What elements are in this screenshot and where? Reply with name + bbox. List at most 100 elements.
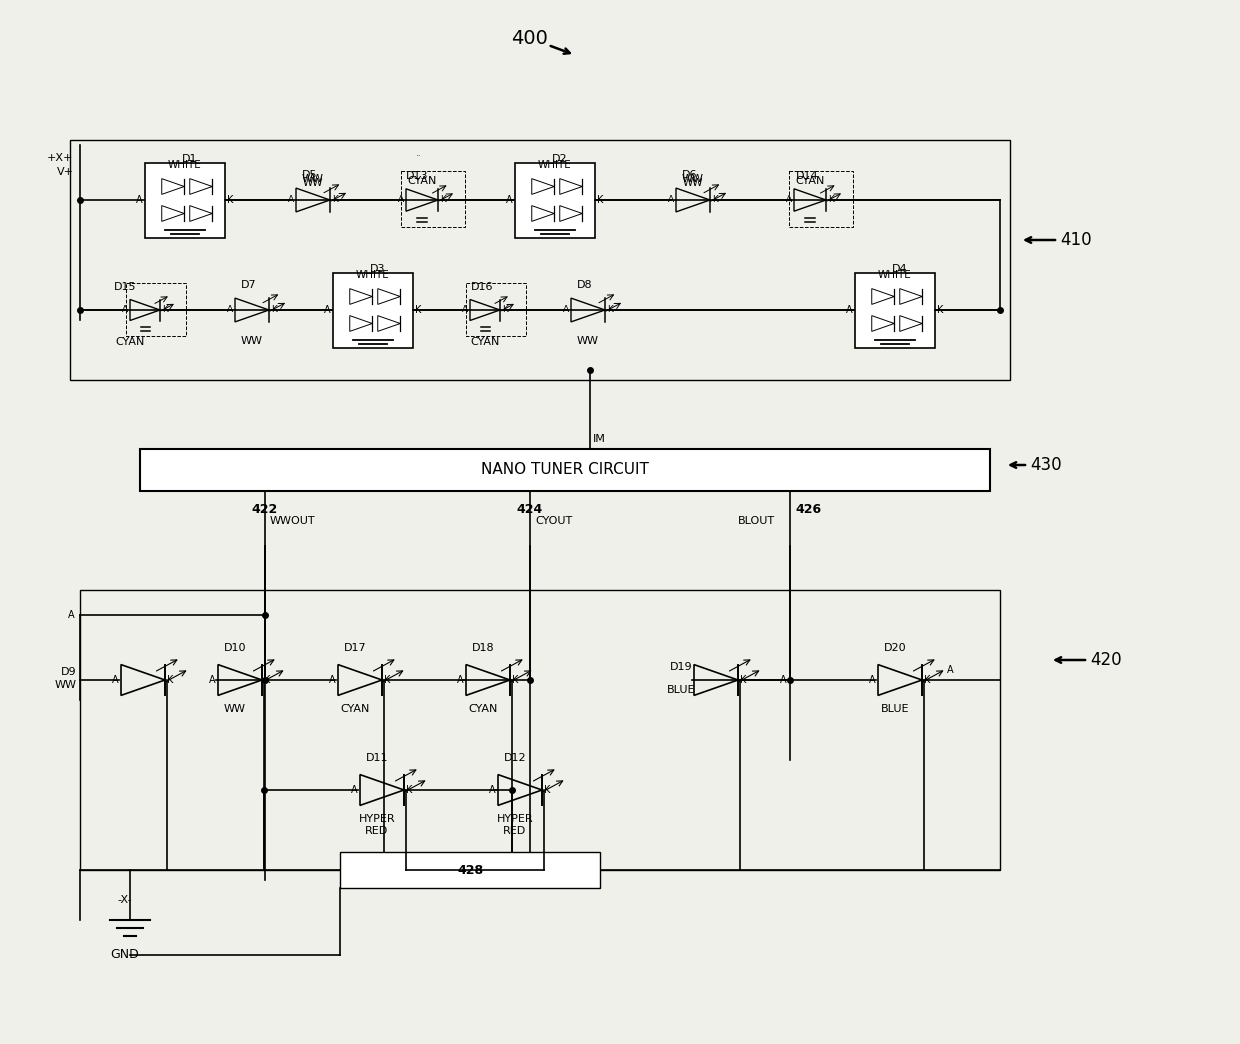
Bar bbox=[140, 449, 990, 491]
Text: CYOUT: CYOUT bbox=[534, 516, 572, 526]
Text: A: A bbox=[122, 306, 128, 314]
Text: D2: D2 bbox=[552, 153, 568, 164]
Text: D12: D12 bbox=[503, 753, 526, 763]
Text: WW: WW bbox=[224, 704, 246, 714]
Text: 410: 410 bbox=[1060, 231, 1091, 250]
Text: D13: D13 bbox=[405, 171, 428, 181]
Text: 422: 422 bbox=[252, 503, 278, 516]
Text: K: K bbox=[937, 305, 944, 315]
Text: CYAN: CYAN bbox=[115, 337, 145, 347]
Text: 400: 400 bbox=[512, 28, 548, 47]
Text: A: A bbox=[136, 195, 143, 205]
Text: D15: D15 bbox=[114, 282, 136, 292]
Text: A: A bbox=[68, 610, 74, 620]
Text: A: A bbox=[113, 675, 119, 685]
Bar bbox=[334, 272, 413, 348]
Text: CYAN: CYAN bbox=[340, 704, 370, 714]
Text: A: A bbox=[288, 195, 294, 205]
Text: A: A bbox=[847, 305, 853, 315]
Text: HYPER: HYPER bbox=[497, 814, 533, 824]
Text: K: K bbox=[227, 195, 233, 205]
Text: BLUE: BLUE bbox=[880, 704, 909, 714]
Text: 430: 430 bbox=[1030, 456, 1061, 474]
Text: K: K bbox=[502, 306, 508, 314]
Bar bbox=[145, 163, 224, 237]
Text: CYAN: CYAN bbox=[407, 176, 436, 186]
Text: WW: WW bbox=[303, 174, 324, 185]
Text: D5: D5 bbox=[303, 170, 317, 180]
Text: K: K bbox=[924, 675, 930, 685]
Text: A: A bbox=[458, 675, 464, 685]
Text: A: A bbox=[869, 675, 875, 685]
Text: K: K bbox=[332, 195, 337, 205]
Text: D9: D9 bbox=[61, 667, 77, 677]
Text: CYAN: CYAN bbox=[469, 704, 497, 714]
Text: D10: D10 bbox=[223, 643, 247, 652]
Text: 424: 424 bbox=[517, 503, 543, 516]
Bar bbox=[789, 171, 853, 228]
Text: D11: D11 bbox=[366, 753, 388, 763]
Bar bbox=[125, 283, 186, 335]
Text: IM: IM bbox=[593, 434, 606, 444]
Text: A: A bbox=[506, 195, 513, 205]
Text: RED: RED bbox=[503, 826, 527, 836]
Text: A: A bbox=[325, 305, 331, 315]
Text: K: K bbox=[440, 195, 446, 205]
Text: D4: D4 bbox=[893, 263, 908, 274]
Text: A: A bbox=[227, 306, 233, 314]
Text: K: K bbox=[712, 195, 718, 205]
Bar bbox=[402, 171, 465, 228]
Text: D16: D16 bbox=[471, 282, 494, 292]
Text: A: A bbox=[563, 306, 569, 314]
Text: WHITE: WHITE bbox=[878, 269, 911, 280]
Text: K: K bbox=[596, 195, 604, 205]
Bar bbox=[81, 590, 999, 870]
Text: K: K bbox=[272, 306, 277, 314]
Text: BLUE: BLUE bbox=[667, 685, 696, 695]
Text: D20: D20 bbox=[884, 643, 906, 652]
Bar bbox=[465, 283, 526, 335]
Text: WWOUT: WWOUT bbox=[270, 516, 316, 526]
Text: A: A bbox=[780, 675, 787, 685]
Text: WW: WW bbox=[682, 174, 704, 185]
Bar bbox=[515, 163, 595, 237]
Bar bbox=[69, 140, 1011, 380]
Text: V+: V+ bbox=[57, 167, 73, 177]
Text: -X-: -X- bbox=[118, 895, 133, 905]
Bar bbox=[340, 852, 600, 888]
Text: WW: WW bbox=[577, 335, 599, 346]
Text: D19: D19 bbox=[670, 662, 692, 672]
Text: K: K bbox=[405, 785, 413, 794]
Text: K: K bbox=[608, 306, 613, 314]
Text: WW: WW bbox=[683, 177, 703, 188]
Text: NANO TUNER CIRCUIT: NANO TUNER CIRCUIT bbox=[481, 462, 649, 477]
Text: D8: D8 bbox=[577, 280, 593, 290]
Text: D1: D1 bbox=[182, 153, 197, 164]
Text: A: A bbox=[786, 195, 792, 205]
Text: WHITE: WHITE bbox=[356, 269, 389, 280]
Text: A: A bbox=[330, 675, 336, 685]
Text: K: K bbox=[828, 195, 833, 205]
Text: A: A bbox=[351, 785, 358, 794]
Text: RED: RED bbox=[366, 826, 388, 836]
Text: A: A bbox=[668, 195, 675, 205]
Text: K: K bbox=[740, 675, 746, 685]
Text: A: A bbox=[947, 665, 954, 675]
Text: A: A bbox=[210, 675, 216, 685]
Text: D18: D18 bbox=[471, 643, 495, 652]
Text: A: A bbox=[490, 785, 496, 794]
Text: D6: D6 bbox=[682, 170, 698, 180]
Text: D14: D14 bbox=[796, 171, 818, 181]
Text: D7: D7 bbox=[242, 280, 257, 290]
Text: K: K bbox=[544, 785, 551, 794]
Text: A: A bbox=[461, 306, 467, 314]
Text: WHITE: WHITE bbox=[538, 160, 572, 169]
Text: CYAN: CYAN bbox=[470, 337, 500, 347]
Text: CYAN: CYAN bbox=[795, 176, 825, 186]
Text: D3: D3 bbox=[371, 263, 386, 274]
Text: HYPER: HYPER bbox=[358, 814, 396, 824]
Text: +X+: +X+ bbox=[47, 153, 73, 163]
Text: A: A bbox=[398, 195, 404, 205]
Text: K: K bbox=[162, 306, 167, 314]
Text: K: K bbox=[167, 675, 174, 685]
